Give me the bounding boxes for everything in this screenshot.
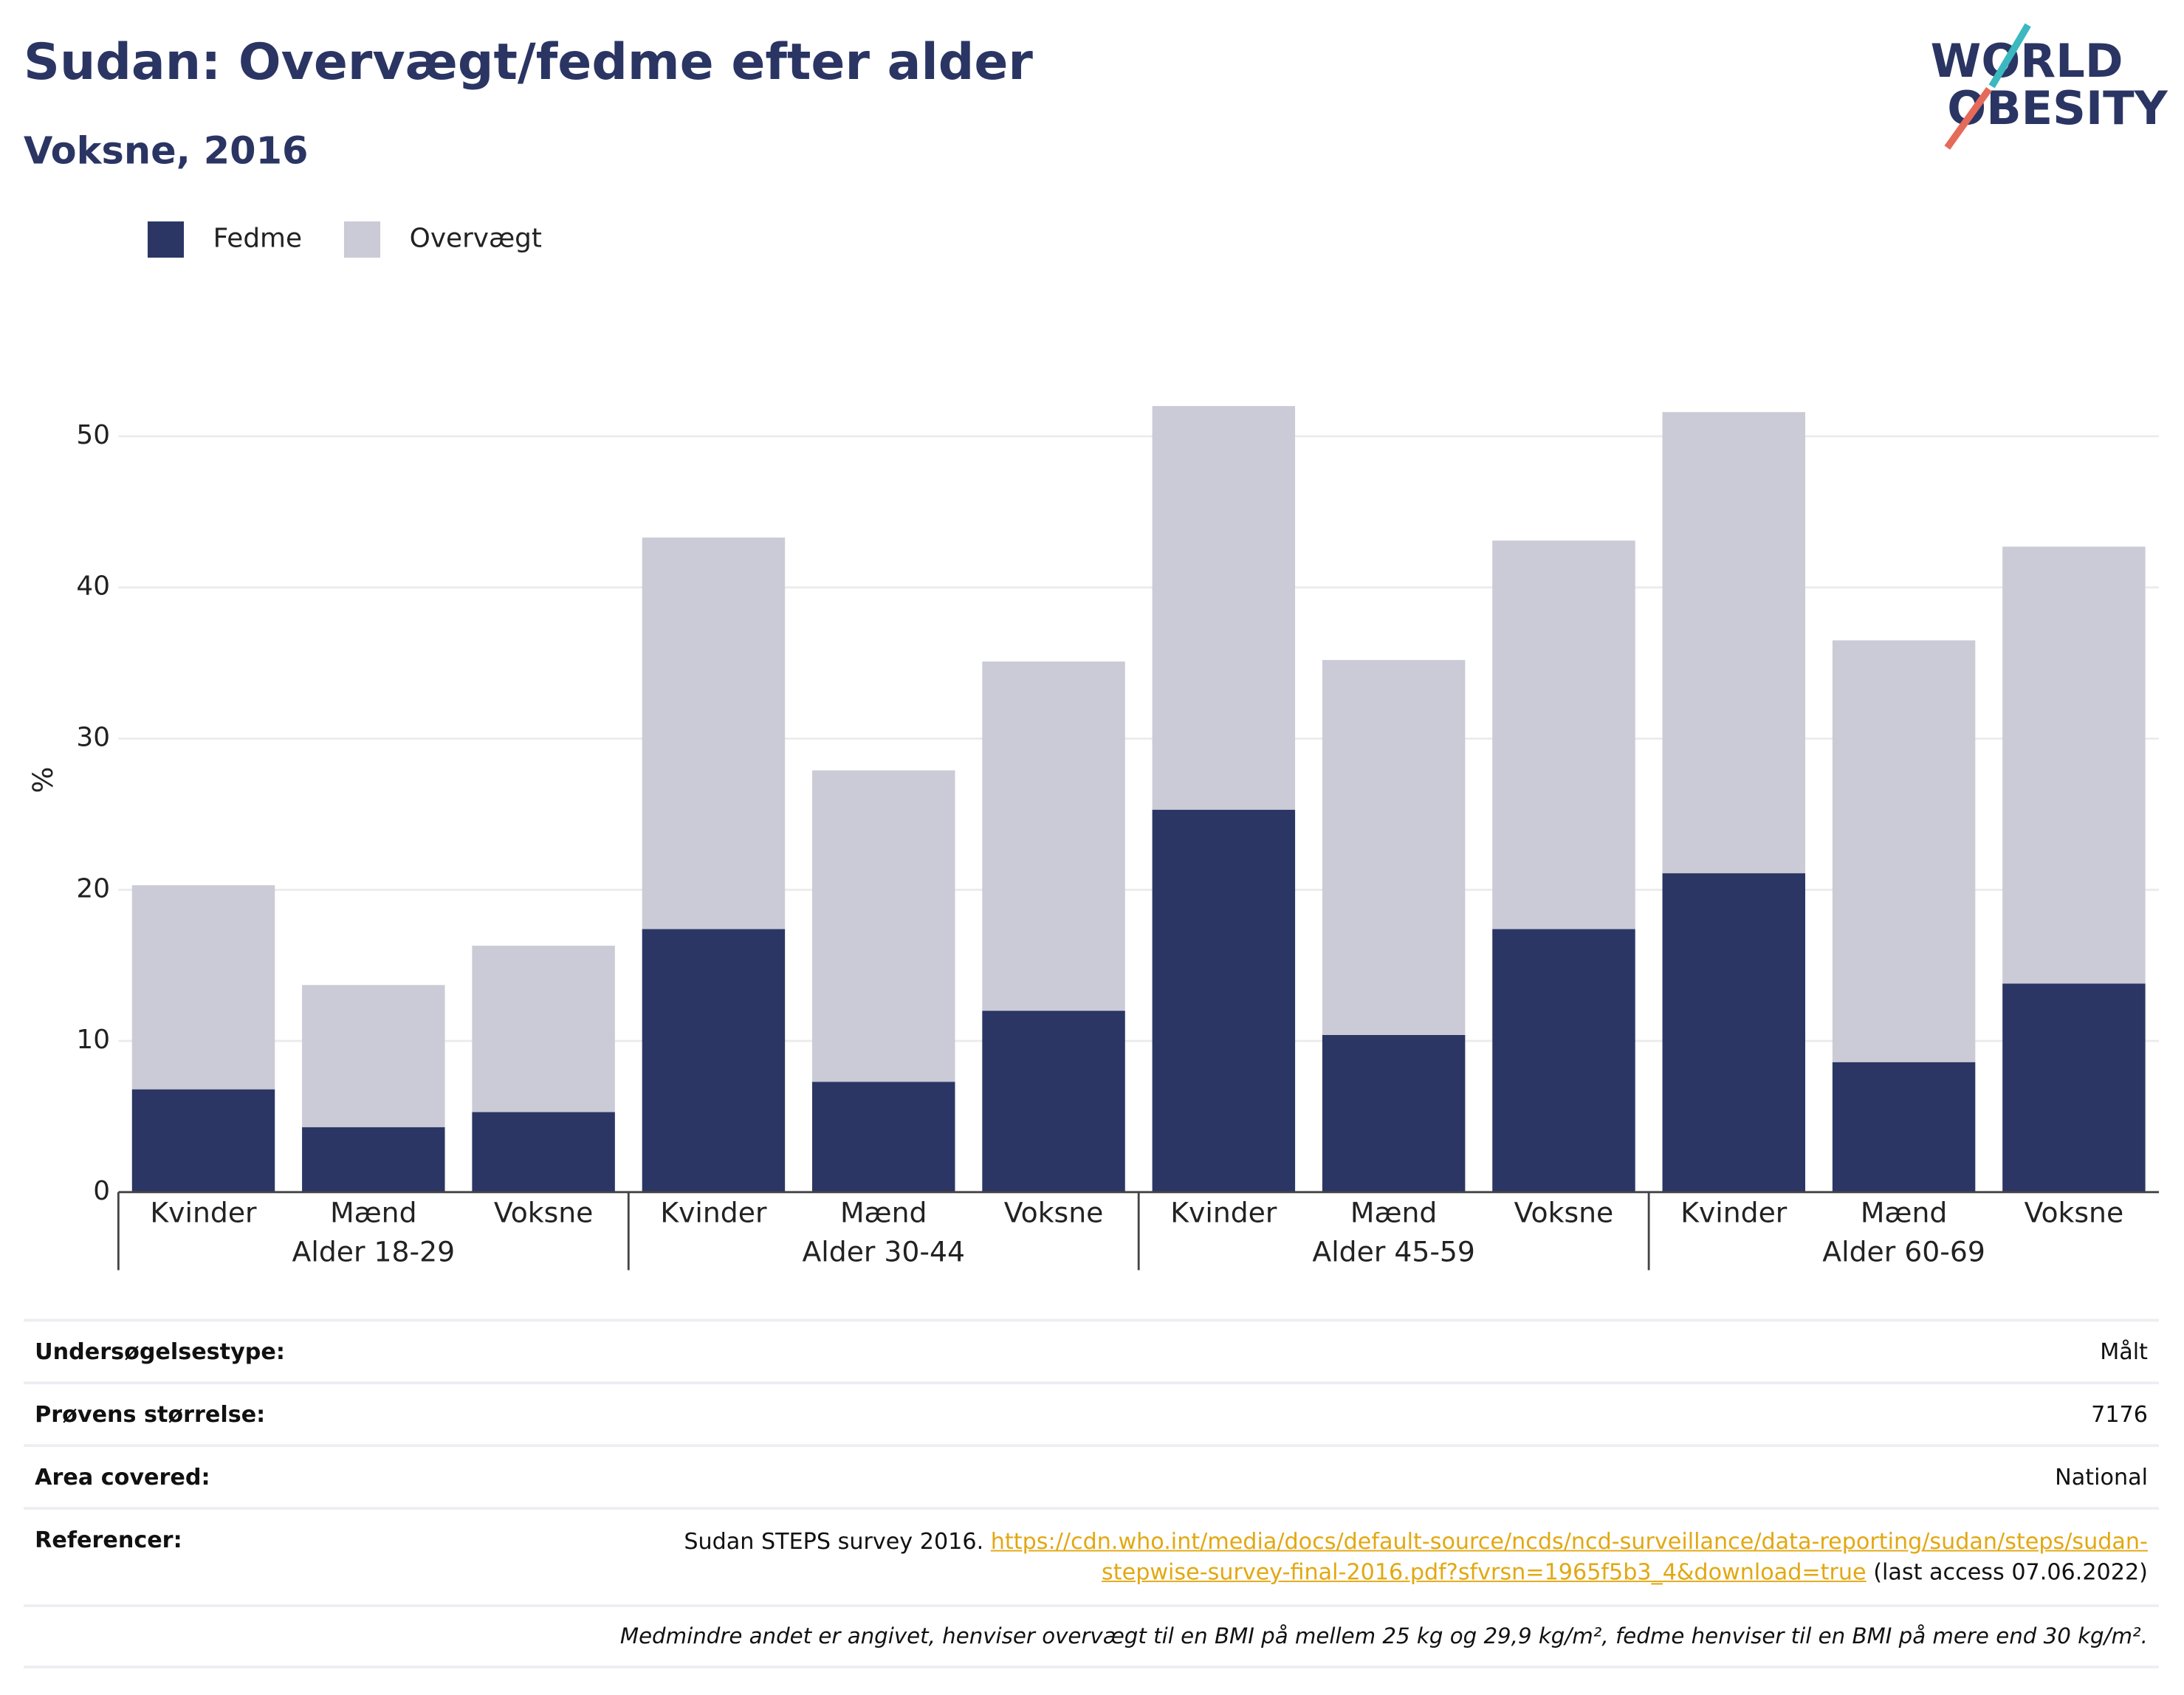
- info-row: Referencer: Sudan STEPS survey 2016. http…: [24, 1507, 2160, 1604]
- bar-segment: [642, 929, 786, 1192]
- y-tick-label: 40: [76, 571, 110, 602]
- legend-label: Overvægt: [410, 223, 542, 253]
- bar-segment: [1662, 873, 1806, 1192]
- x-tick-label: Mænd: [1861, 1197, 1947, 1229]
- x-tick-label: Kvinder: [150, 1197, 257, 1229]
- group-label: Alder 18-29: [292, 1235, 456, 1268]
- bar-segment: [2002, 546, 2146, 984]
- bar-segment: [812, 1082, 955, 1192]
- bar-segment: [472, 946, 615, 1113]
- info-value: National: [2055, 1463, 2148, 1491]
- x-tick-label: Mænd: [330, 1197, 416, 1229]
- x-tick-label: Kvinder: [660, 1197, 767, 1229]
- legend-label: Fedme: [213, 223, 302, 253]
- x-tick-label: Voksne: [1004, 1197, 1104, 1229]
- x-tick-label: Mænd: [840, 1197, 927, 1229]
- bar-segment: [1832, 1062, 1976, 1192]
- bar-segment: [1492, 540, 1635, 929]
- x-tick-label: Voksne: [494, 1197, 594, 1229]
- y-tick-label: 0: [93, 1176, 110, 1206]
- bar-segment: [1322, 660, 1466, 1035]
- bar-segment: [1322, 1034, 1466, 1192]
- info-row: Undersøgelsestype: Målt: [24, 1318, 2160, 1381]
- logo-line1: WORLD: [1931, 34, 2123, 88]
- group-label: Alder 60-69: [1822, 1235, 1985, 1268]
- info-label: Prøvens størrelse:: [35, 1400, 266, 1428]
- y-axis-label: %: [27, 767, 59, 794]
- bar-segment: [472, 1112, 615, 1192]
- legend-swatch: [343, 221, 381, 258]
- x-tick-label: Voksne: [2025, 1197, 2124, 1229]
- info-label: Referencer:: [35, 1526, 182, 1553]
- bar-segment: [302, 1127, 445, 1192]
- bar-segment: [642, 537, 786, 929]
- y-tick-label: 20: [76, 873, 110, 904]
- info-label: Undersøgelsestype:: [35, 1338, 285, 1365]
- group-label: Alder 30-44: [802, 1235, 965, 1268]
- bar-segment: [1662, 412, 1806, 873]
- bar-segment: [812, 770, 955, 1082]
- reference-link[interactable]: https://cdn.who.int/media/docs/default-s…: [990, 1527, 2148, 1585]
- reference-note: (last access 07.06.2022): [1873, 1558, 2148, 1585]
- group-label: Alder 45-59: [1312, 1235, 1475, 1268]
- references: Sudan STEPS survey 2016. https://cdn.who…: [588, 1527, 2148, 1588]
- logo-slash: [1944, 86, 1992, 150]
- logo-slash: [1988, 23, 2031, 89]
- bar-segment: [131, 1089, 275, 1192]
- x-tick-label: Kvinder: [1680, 1197, 1788, 1229]
- info-row: Area covered: National: [24, 1444, 2160, 1507]
- bar-segment: [131, 885, 275, 1090]
- bar-segment: [2002, 983, 2146, 1192]
- bar-segment: [1152, 809, 1296, 1192]
- bar-segment: [982, 1011, 1125, 1192]
- x-tick-label: Voksne: [1514, 1197, 1614, 1229]
- bar-segment: [1832, 640, 1976, 1062]
- info-row: Prøvens størrelse: 7176: [24, 1381, 2160, 1444]
- x-tick-label: Mænd: [1350, 1197, 1437, 1229]
- reference-text: Sudan STEPS survey 2016.: [684, 1527, 984, 1555]
- chart-title: Sudan: Overvægt/fedme efter alder: [24, 33, 1033, 92]
- logo-line2: OBESITY: [1947, 81, 2168, 135]
- info-value: Målt: [2100, 1338, 2148, 1365]
- y-tick-label: 30: [76, 723, 110, 753]
- bar-segment: [982, 661, 1125, 1011]
- info-table: Undersøgelsestype: Målt Prøvens størrelse:…: [24, 1318, 2160, 1669]
- chart-subtitle: Voksne, 2016: [24, 130, 308, 173]
- bar-segment: [302, 985, 445, 1127]
- legend-swatch: [147, 221, 185, 258]
- x-tick-label: Kvinder: [1170, 1197, 1277, 1229]
- info-value: 7176: [2091, 1400, 2148, 1428]
- y-tick-label: 10: [76, 1025, 110, 1055]
- bar-segment: [1152, 406, 1296, 810]
- y-tick-label: 50: [76, 420, 110, 450]
- footnote: Medmindre andet er angivet, henviser ove…: [24, 1604, 2160, 1669]
- chart: Sudan: Overvægt/fedme efter alder Voksne…: [24, 23, 2168, 1271]
- info-label: Area covered:: [35, 1463, 210, 1491]
- bar-segment: [1492, 929, 1635, 1192]
